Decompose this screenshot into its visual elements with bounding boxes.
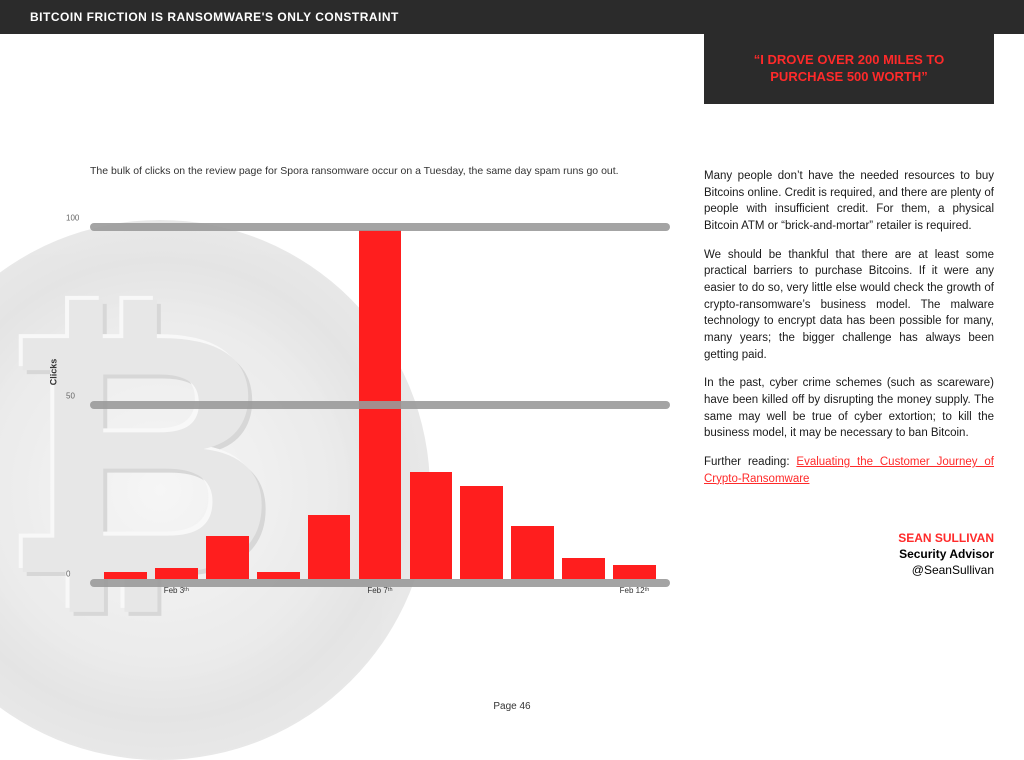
chart-gridline (90, 579, 670, 587)
chart-bar-slot (456, 187, 507, 579)
page-header-title: BITCOIN FRICTION IS RANSOMWARE'S ONLY CO… (30, 10, 399, 24)
paragraph-3: In the past, cyber crime schemes (such a… (704, 375, 994, 442)
chart-gridline (90, 401, 670, 409)
chart-bar-slot (405, 187, 456, 579)
chart-bar-slot: Feb 7ᵗʰ (355, 187, 406, 579)
chart-bar-slot: Feb 12ᵗʰ (609, 187, 660, 579)
chart-bar-slot (558, 187, 609, 579)
further-reading-prefix: Further reading: (704, 456, 796, 468)
chart-bar-slot (304, 187, 355, 579)
author-title: Security Advisor (704, 546, 994, 562)
chart-bar (206, 536, 249, 579)
author-handle: @SeanSullivan (704, 562, 994, 578)
chart-y-axis-label: Clicks (48, 359, 58, 386)
chart-ytick: 100 (66, 213, 79, 222)
chart-caption: The bulk of clicks on the review page fo… (90, 165, 670, 177)
further-reading: Further reading: Evaluating the Customer… (704, 454, 994, 487)
author-name: SEAN SULLIVAN (704, 530, 994, 546)
chart-bar-slot (202, 187, 253, 579)
chart-bar (257, 572, 300, 579)
chart-bar-slot (253, 187, 304, 579)
chart-plot-area: Clicks Feb 3ᵗʰFeb 7ᵗʰFeb 12ᵗʰ 050100 (90, 187, 670, 587)
pull-quote: “I DROVE OVER 200 MILES TO PURCHASE 500 … (704, 34, 994, 104)
chart-bar-slot (100, 187, 151, 579)
paragraph-2: We should be thankful that there are at … (704, 247, 994, 364)
chart-bar-slot (507, 187, 558, 579)
chart-bar (613, 565, 656, 579)
pull-quote-text: “I DROVE OVER 200 MILES TO PURCHASE 500 … (724, 52, 974, 86)
chart-bars-container: Feb 3ᵗʰ Feb 7ᵗʰ Feb 12ᵗʰ (90, 187, 670, 579)
chart-bar (308, 515, 351, 579)
chart-bar (460, 486, 503, 579)
chart-bar (104, 572, 147, 579)
chart-ytick: 50 (66, 391, 75, 400)
chart-xtick: Feb 3ᵗʰ (164, 586, 189, 595)
page-header-bar: BITCOIN FRICTION IS RANSOMWARE'S ONLY CO… (0, 0, 1024, 34)
chart-xtick: Feb 12ᵗʰ (620, 586, 650, 595)
chart-bar (155, 568, 198, 579)
chart-xtick: Feb 7ᵗʰ (367, 586, 392, 595)
chart-bar (562, 558, 605, 579)
article-body: Many people don’t have the needed resour… (704, 168, 994, 499)
chart-ytick: 0 (66, 570, 70, 579)
chart-bar-slot: Feb 3ᵗʰ (151, 187, 202, 579)
author-block: SEAN SULLIVAN Security Advisor @SeanSull… (704, 530, 994, 579)
page-number: Page 46 (0, 701, 1024, 712)
clicks-chart: The bulk of clicks on the review page fo… (30, 165, 670, 587)
chart-bar (410, 472, 453, 579)
chart-gridline (90, 223, 670, 231)
chart-bar (511, 526, 554, 579)
paragraph-1: Many people don’t have the needed resour… (704, 168, 994, 235)
